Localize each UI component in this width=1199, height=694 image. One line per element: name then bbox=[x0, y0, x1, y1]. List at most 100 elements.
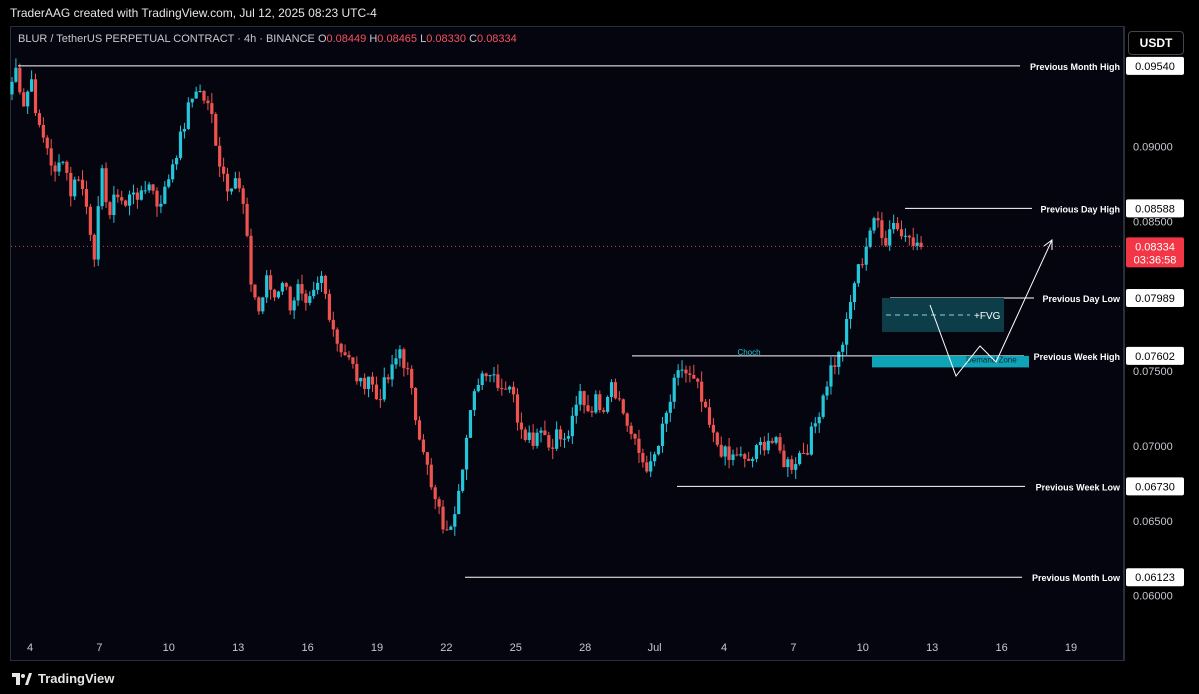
x-tick-label: 7 bbox=[96, 642, 102, 654]
candle-body bbox=[915, 242, 919, 246]
candle-body bbox=[527, 432, 531, 440]
candle-body bbox=[841, 344, 845, 352]
tradingview-logo[interactable]: TradingView bbox=[12, 671, 114, 686]
candle-body bbox=[167, 179, 171, 187]
level-price-tag bbox=[1126, 477, 1184, 496]
candle-body bbox=[719, 444, 723, 457]
candle-body bbox=[151, 184, 155, 191]
candle-body bbox=[519, 422, 523, 430]
candle-body bbox=[253, 284, 257, 298]
candle-body bbox=[61, 161, 65, 163]
candle-body bbox=[880, 220, 884, 238]
candle-body bbox=[351, 357, 355, 364]
candle-body bbox=[120, 197, 124, 201]
candle-body bbox=[778, 437, 782, 451]
candle-body bbox=[229, 188, 234, 192]
low-value: 0.08330 bbox=[426, 33, 466, 45]
candle-body bbox=[625, 413, 629, 426]
candle-body bbox=[417, 420, 422, 440]
candle-body bbox=[480, 373, 484, 385]
level-price-label: 0.08588 bbox=[1135, 203, 1175, 215]
candle-body bbox=[186, 102, 190, 129]
candle-body bbox=[703, 401, 708, 408]
candle-body bbox=[131, 192, 136, 195]
candle-body bbox=[735, 454, 739, 456]
candle-body bbox=[484, 373, 488, 377]
level-price-tag bbox=[1126, 56, 1184, 75]
candle-body bbox=[245, 203, 249, 236]
low-label: L bbox=[420, 33, 427, 45]
candle-body bbox=[790, 459, 794, 470]
level-label: Previous Month High bbox=[1030, 62, 1120, 72]
candle-body bbox=[668, 401, 672, 413]
candle-body bbox=[801, 452, 806, 454]
candle-body bbox=[29, 79, 34, 92]
candle-body bbox=[653, 454, 657, 462]
candle-body bbox=[65, 161, 69, 173]
candle-body bbox=[406, 368, 410, 370]
level-price-label: 0.07989 bbox=[1135, 293, 1175, 305]
candle-body bbox=[609, 382, 614, 397]
candle-body bbox=[558, 429, 563, 440]
tradingview-logo-icon bbox=[12, 672, 32, 685]
candle-body bbox=[727, 446, 731, 460]
candle-body bbox=[206, 100, 210, 104]
candle-body bbox=[649, 461, 653, 472]
candle-body bbox=[555, 429, 559, 449]
y-tick-label: 0.06500 bbox=[1133, 516, 1173, 528]
candle-body bbox=[903, 235, 908, 237]
candle-body bbox=[805, 453, 810, 455]
footer-bar bbox=[0, 661, 1199, 694]
candle-body bbox=[292, 300, 296, 311]
candle-body bbox=[539, 430, 543, 433]
candle-body bbox=[888, 229, 892, 246]
candle-body bbox=[633, 434, 637, 439]
x-tick-label: 10 bbox=[857, 642, 869, 654]
level-label: Previous Month Low bbox=[1032, 573, 1121, 583]
candle-body bbox=[437, 499, 441, 507]
candle-body bbox=[108, 202, 112, 216]
x-tick-label: 28 bbox=[579, 642, 591, 654]
level-price-tag bbox=[1126, 346, 1184, 365]
candle-body bbox=[124, 200, 128, 206]
x-tick-label: 25 bbox=[510, 642, 522, 654]
currency-button[interactable]: USDT bbox=[1128, 31, 1184, 55]
candle-body bbox=[837, 351, 841, 367]
price-scale-divider bbox=[1124, 26, 1125, 661]
chart-pane[interactable] bbox=[10, 26, 1124, 661]
candle-body bbox=[464, 437, 469, 470]
candle-body bbox=[504, 388, 508, 390]
candle-body bbox=[864, 246, 868, 265]
level-label: Previous Week Low bbox=[1036, 482, 1121, 492]
candle-body bbox=[366, 376, 371, 389]
candle-body bbox=[817, 416, 821, 424]
candle-body bbox=[750, 458, 755, 461]
candle-body bbox=[276, 291, 281, 298]
candle-body bbox=[731, 454, 735, 460]
candle-body bbox=[809, 426, 813, 455]
candle-body bbox=[566, 436, 571, 439]
candle-body bbox=[394, 358, 398, 365]
candle-body bbox=[598, 394, 602, 411]
candle-body bbox=[919, 242, 923, 247]
candle-body bbox=[425, 452, 429, 465]
candle-body bbox=[37, 113, 42, 125]
candle-body bbox=[766, 440, 770, 451]
close-value: 0.08334 bbox=[477, 33, 517, 45]
demand-zone-label: Demand Zone bbox=[966, 355, 1017, 364]
candle-body bbox=[852, 283, 857, 303]
candle-body bbox=[14, 67, 18, 82]
candle-body bbox=[711, 424, 716, 433]
candle-body bbox=[441, 506, 445, 530]
x-tick-label: 22 bbox=[440, 642, 452, 654]
candle-body bbox=[907, 235, 911, 238]
candle-body bbox=[656, 445, 661, 455]
candle-body bbox=[833, 365, 837, 367]
candle-body bbox=[453, 514, 457, 527]
candle-body bbox=[602, 410, 606, 412]
candle-body bbox=[370, 376, 375, 385]
candle-body bbox=[202, 90, 206, 101]
candle-body bbox=[637, 438, 641, 453]
candle-body bbox=[629, 425, 633, 435]
